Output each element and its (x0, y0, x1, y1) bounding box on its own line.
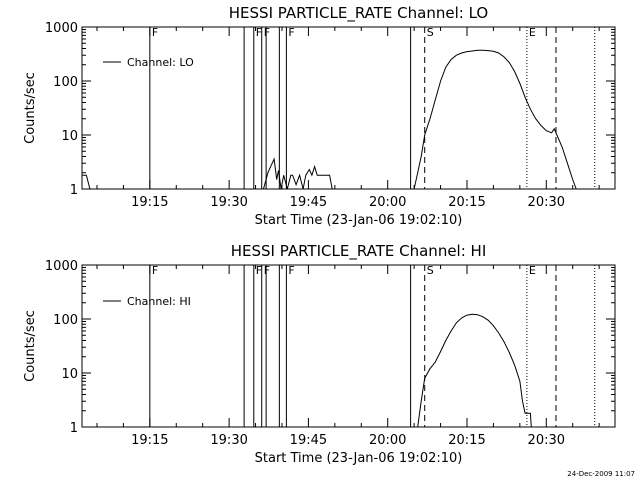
chart-title: HESSI PARTICLE_RATE Channel: LO (229, 4, 488, 23)
legend: Channel: LO (103, 56, 194, 69)
event-marker-label: F (264, 26, 270, 39)
y-axis-label: Counts/sec (23, 72, 38, 144)
event-marker-label: S (427, 264, 434, 277)
y-tick-label: 1000 (45, 259, 78, 274)
x-axis-label: Start Time (23-Jan-06 19:02:10) (255, 213, 463, 228)
y-tick-label: 1 (70, 183, 78, 198)
event-marker-label: F (256, 26, 262, 39)
legend-label: Channel: HI (127, 295, 191, 308)
legend: Channel: HI (103, 295, 191, 308)
y-tick-label: 100 (53, 75, 78, 90)
x-axis-label: Start Time (23-Jan-06 19:02:10) (255, 451, 463, 466)
event-marker-label: E (529, 264, 536, 277)
series-line (82, 174, 92, 190)
y-tick-label: 1000 (45, 21, 78, 36)
x-tick-label: 19:45 (290, 195, 327, 210)
x-tick-label: 20:00 (369, 433, 406, 448)
plot-frame (81, 264, 616, 428)
legend-label: Channel: LO (127, 56, 194, 69)
x-tick-label: 19:30 (210, 433, 247, 448)
event-marker-label: F (152, 26, 158, 39)
series-line (413, 49, 577, 190)
timestamp: 24-Dec-2009 11:07 (567, 470, 635, 478)
x-tick-label: 20:30 (528, 433, 565, 448)
x-tick-label: 19:30 (210, 195, 247, 210)
x-tick-label: 19:15 (131, 195, 168, 210)
series-line (263, 157, 333, 190)
event-marker-label: F (288, 26, 294, 39)
event-marker-label: F (264, 264, 270, 277)
event-marker-label: F (152, 264, 158, 277)
x-tick-label: 20:00 (369, 195, 406, 210)
event-marker-label: S (427, 26, 434, 39)
series-line (417, 313, 532, 428)
y-tick-label: 100 (53, 313, 78, 328)
y-tick-label: 1 (70, 421, 78, 436)
y-tick-label: 10 (61, 129, 78, 144)
event-marker-label: F (288, 264, 294, 277)
y-axis-label: Counts/sec (23, 310, 38, 382)
x-tick-label: 19:45 (290, 433, 327, 448)
event-marker-label: F (256, 264, 262, 277)
x-tick-label: 20:15 (448, 195, 485, 210)
x-tick-label: 20:15 (448, 433, 485, 448)
plot-frame (81, 26, 616, 190)
y-tick-label: 10 (61, 367, 78, 382)
event-marker-label: E (529, 26, 536, 39)
lo-channel-panel: HESSI PARTICLE_RATE Channel: LO 1 10 100 100… (23, 4, 616, 228)
hi-channel-panel: HESSI PARTICLE_RATE Channel: HI 1 10 100 100… (23, 242, 616, 466)
x-tick-label: 19:15 (131, 433, 168, 448)
chart-title: HESSI PARTICLE_RATE Channel: HI (231, 242, 487, 261)
x-tick-label: 20:30 (528, 195, 565, 210)
